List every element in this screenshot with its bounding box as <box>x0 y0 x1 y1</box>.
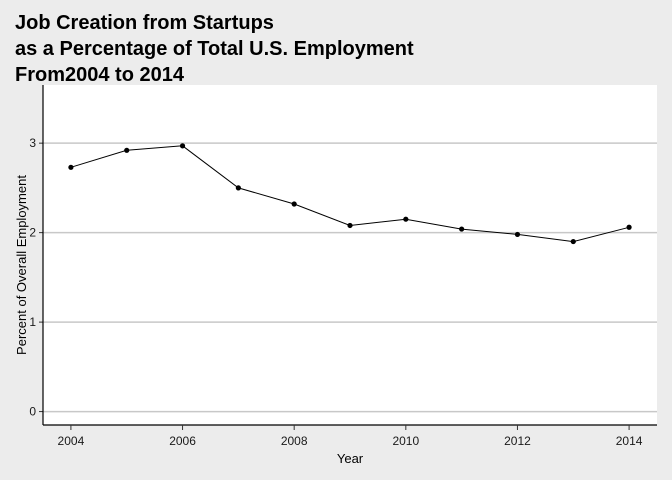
x-tick-label: 2010 <box>392 434 419 448</box>
data-point <box>514 231 521 238</box>
data-point <box>291 201 297 207</box>
tick-labels: 0 1 2 3 2004 2006 2008 2010 2012 2014 <box>29 136 642 448</box>
y-tick-label: 0 <box>29 405 36 419</box>
plot-panel <box>43 85 657 425</box>
series-layer <box>68 143 632 245</box>
x-tick-label: 2012 <box>504 434 531 448</box>
data-point <box>459 226 465 232</box>
x-tick-label: 2004 <box>58 434 85 448</box>
y-tick-label: 2 <box>29 226 36 240</box>
data-point <box>235 185 241 191</box>
data-point <box>68 164 74 170</box>
x-tick-label: 2008 <box>281 434 308 448</box>
axes <box>39 85 657 430</box>
data-point <box>626 224 632 230</box>
data-point <box>403 216 409 222</box>
y-axis-title: Percent of Overall Employment <box>14 175 29 355</box>
chart-title-line-1: Job Creation from Startups <box>15 12 274 34</box>
chart-title-line-3: From2004 to 2014 <box>15 64 184 86</box>
x-axis-title: Year <box>337 451 364 466</box>
data-point <box>179 143 186 149</box>
y-tick-label: 1 <box>29 315 36 329</box>
data-point <box>124 147 130 153</box>
gridlines <box>43 142 657 413</box>
y-tick-label: 3 <box>29 136 36 150</box>
data-point <box>347 222 353 229</box>
data-point <box>570 238 576 245</box>
chart-title: Job Creation from Startups as a Percenta… <box>15 10 414 88</box>
x-tick-label: 2006 <box>169 434 196 448</box>
x-tick-label: 2014 <box>616 434 643 448</box>
chart-title-line-2: as a Percentage of Total U.S. Employment <box>15 38 414 60</box>
